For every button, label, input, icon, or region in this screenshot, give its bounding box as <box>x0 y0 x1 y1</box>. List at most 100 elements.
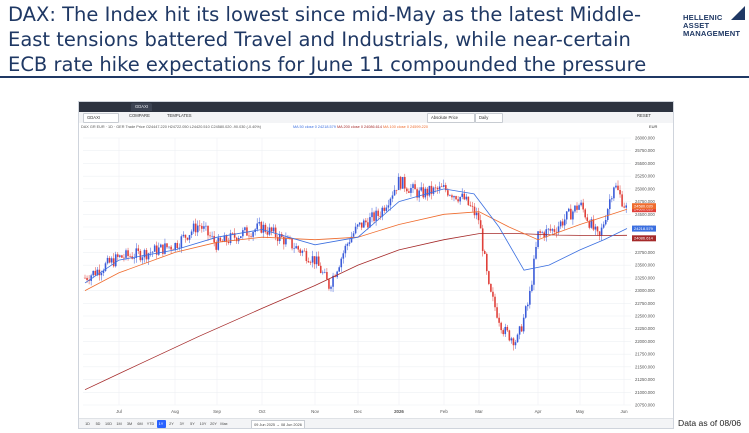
candle-body <box>117 254 119 257</box>
headline: DAX: The Index hit its lowest since mid-… <box>8 2 668 77</box>
candle-body <box>322 272 324 274</box>
candle-body <box>375 210 377 221</box>
candle-body <box>383 207 386 211</box>
candle-body <box>137 248 140 251</box>
candle-body <box>324 272 326 273</box>
candle-body <box>164 243 166 254</box>
candle-body <box>336 271 338 277</box>
candle-body <box>440 186 443 188</box>
period-3m[interactable]: 3M <box>126 422 133 426</box>
candle-body <box>477 212 480 221</box>
candle-body <box>199 225 201 227</box>
candle-body <box>416 189 418 198</box>
candle-body <box>176 242 179 249</box>
logo-text-1: HELLENIC <box>683 13 723 22</box>
period-ytd[interactable]: YTD <box>146 422 155 426</box>
candle-body <box>246 227 248 236</box>
mode-select[interactable]: Absolute Price <box>427 113 475 123</box>
candle-body <box>147 253 150 260</box>
candle-body <box>592 219 595 230</box>
period-10y[interactable]: 10Y <box>199 422 207 426</box>
compare-button[interactable]: COMPARE <box>129 113 150 118</box>
candle-body <box>340 258 343 268</box>
y-tick-label: 25000.000 <box>635 186 655 191</box>
reset-button[interactable]: RESET <box>637 113 651 118</box>
candle-body <box>574 205 576 212</box>
price-tag-label: 24086.614 <box>634 236 654 241</box>
period-5y[interactable]: 5Y <box>190 422 195 426</box>
candle-body <box>186 237 189 240</box>
candle-body <box>112 258 115 267</box>
period-5d[interactable]: 5D <box>95 422 101 426</box>
candle-body <box>326 272 328 280</box>
candle-body <box>422 187 425 198</box>
price-tag-label: 24218.579 <box>634 226 654 231</box>
candle-body <box>465 196 468 200</box>
candle-body <box>447 190 449 196</box>
period-6m[interactable]: 6M <box>137 422 143 426</box>
candle-body <box>250 236 252 237</box>
candle-body <box>248 235 250 237</box>
candle-body <box>289 237 291 239</box>
period-10d[interactable]: 10D <box>105 422 112 426</box>
candle-body <box>141 257 144 261</box>
candle-body <box>332 275 334 287</box>
period-20y[interactable]: 20Y <box>210 422 217 426</box>
candle-body <box>426 188 429 196</box>
candle-body <box>473 206 476 216</box>
candle-body <box>217 237 220 250</box>
candle-body <box>553 229 556 232</box>
candle-body <box>586 217 589 221</box>
candle-body <box>520 326 523 332</box>
candle-body <box>155 245 158 255</box>
symbol-search-input[interactable]: GDAXI <box>83 113 119 123</box>
period-max[interactable]: Max <box>220 422 228 426</box>
candle-body <box>215 242 217 250</box>
candle-body <box>367 222 369 228</box>
candle-body <box>609 199 611 210</box>
candle-body <box>527 304 529 307</box>
candle-body <box>317 256 320 266</box>
period-1d[interactable]: 1D <box>85 422 90 426</box>
candle-body <box>475 212 478 216</box>
candle-body <box>568 208 570 212</box>
candle-body <box>436 187 439 190</box>
templates-button[interactable]: TEMPLATES <box>167 113 192 118</box>
candle-body <box>307 261 310 263</box>
tab-gdaxi[interactable]: GDAXI <box>131 103 153 111</box>
x-tick-label: Apr <box>535 409 542 414</box>
candle-body <box>153 245 156 252</box>
y-tick-label: 22000.000 <box>635 339 655 344</box>
candle-body <box>274 227 277 238</box>
y-tick-label: 20750.000 <box>635 403 655 408</box>
date-range-input[interactable]: 09 Jun 2025 → 08 Jun 2026 <box>251 420 305 428</box>
period-3y[interactable]: 3Y <box>179 422 185 426</box>
period-1y[interactable]: 1Y <box>156 420 166 428</box>
candle-body <box>139 250 142 261</box>
candle-body <box>430 185 433 194</box>
headline-line-1: DAX: The Index hit its lowest since mid-… <box>8 3 641 26</box>
candle-body <box>342 253 345 259</box>
period-2y[interactable]: 2Y <box>169 422 174 426</box>
price-chart[interactable]: 26000.000 25750.000 25500.000 25250.000 2500… <box>79 102 673 428</box>
ma200-legend: MA 200 close 0 24086.614 <box>337 125 382 129</box>
candle-body <box>619 190 621 195</box>
candle-body <box>399 176 402 189</box>
x-tick-label: Nov <box>311 409 320 414</box>
candle-body <box>182 234 185 237</box>
candle-body <box>483 251 486 254</box>
period-1m[interactable]: 1M <box>116 422 122 426</box>
candle-body <box>494 296 496 308</box>
interval-select[interactable]: Daily <box>475 113 503 123</box>
candle-body <box>600 227 603 236</box>
candle-body <box>231 233 234 234</box>
y-tick-label: 22250.000 <box>635 326 655 331</box>
candle-body <box>453 196 455 198</box>
candle-body <box>502 330 504 335</box>
candle-body <box>203 226 205 229</box>
candle-body <box>102 270 105 274</box>
candle-body <box>442 185 445 187</box>
candle-body <box>297 246 299 250</box>
candle-body <box>319 265 322 274</box>
candle-body <box>449 195 451 196</box>
